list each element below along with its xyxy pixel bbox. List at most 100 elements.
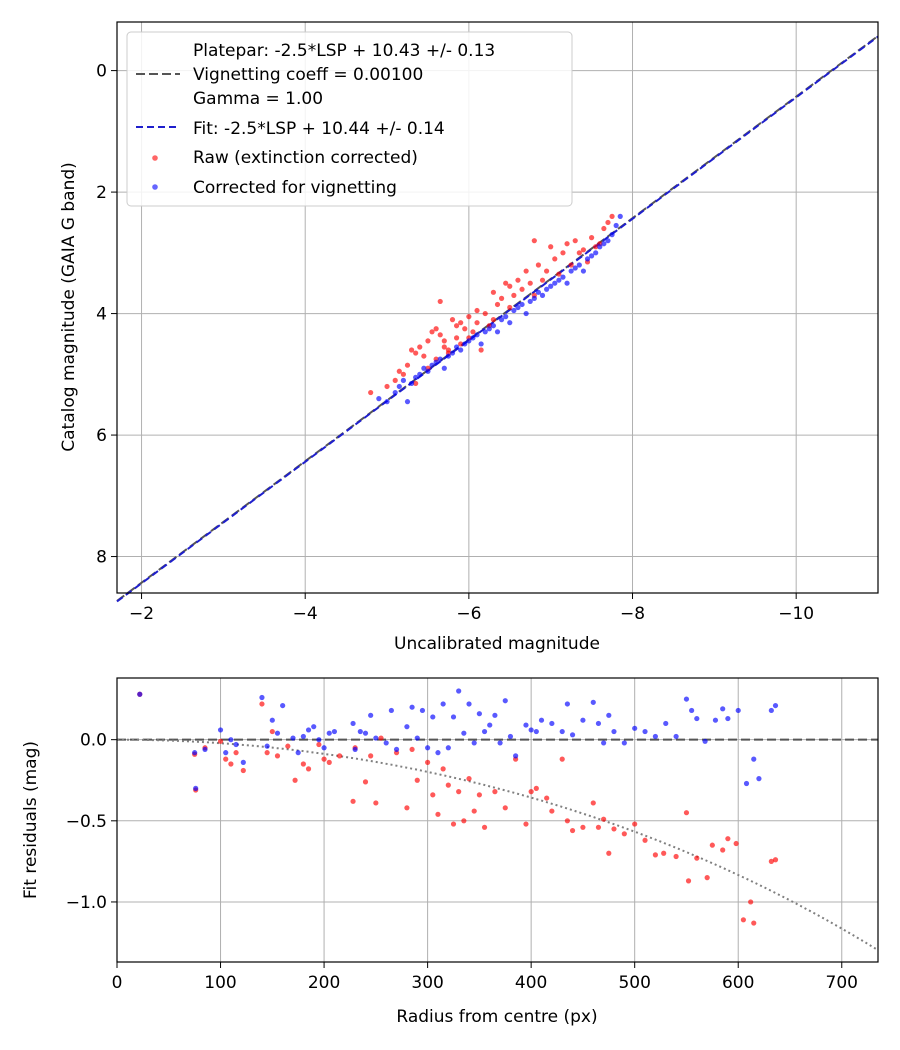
residuals-x-tick-label: 600 — [722, 973, 754, 993]
calibration-corrected-point — [458, 347, 464, 353]
residuals-corrected-point — [316, 737, 322, 743]
residuals-corrected-point — [481, 728, 488, 735]
calibration-raw-point — [564, 241, 570, 247]
residuals-corrected-point — [280, 702, 286, 709]
residuals-raw-point — [601, 816, 607, 822]
calibration-corrected-point — [503, 314, 509, 320]
calibration-corrected-point — [445, 353, 452, 359]
calibration-corrected-point — [396, 383, 402, 390]
fit-line — [116, 35, 879, 603]
calibration-corrected-point — [539, 292, 546, 298]
calibration-x-axis-label: Uncalibrated magnitude — [394, 634, 600, 654]
residuals-raw-point — [217, 738, 224, 744]
residuals-corrected-point — [487, 722, 493, 728]
calibration-corrected-point — [507, 320, 513, 326]
calibration-corrected-point — [552, 280, 558, 286]
calibration-corrected-point — [589, 253, 595, 259]
residuals-raw-point — [704, 875, 710, 881]
residuals-corrected-point — [388, 707, 394, 714]
residuals-corrected-point — [632, 725, 638, 731]
residuals-corrected-point — [430, 714, 436, 720]
calibration-corrected-point — [417, 371, 423, 377]
residuals-corrected-point — [450, 714, 457, 720]
legend-fit-label: Fit: -2.5*LSP + 10.44 +/- 0.14 — [193, 119, 445, 139]
calibration-corrected-point — [400, 377, 406, 383]
residuals-x-tick-label: 400 — [515, 973, 547, 993]
residuals-raw-point — [564, 818, 570, 824]
calibration-raw-point — [490, 289, 497, 295]
calibration-corrected-point — [605, 238, 611, 244]
calibration-points — [368, 213, 623, 405]
calibration-x-tick-label: −2 — [129, 604, 154, 624]
calibration-raw-point — [429, 329, 435, 335]
residuals-y-tick-label: −0.5 — [66, 812, 107, 832]
residuals-corrected-point — [233, 741, 239, 748]
residuals-raw-point — [768, 858, 774, 864]
calibration-corrected-point — [543, 286, 550, 292]
calibration-corrected-point — [413, 374, 419, 380]
residuals-corrected-point — [456, 688, 462, 694]
calibration-raw-point — [392, 377, 398, 383]
calibration-raw-point — [368, 389, 374, 396]
residuals-raw-point — [740, 917, 747, 923]
calibration-y-tick-label: 2 — [96, 183, 107, 203]
residuals-corrected-point — [202, 746, 208, 753]
residuals-corrected-point — [611, 728, 617, 735]
calibration-raw-point — [503, 280, 509, 286]
residuals-raw-point — [274, 753, 281, 759]
calibration-raw-point — [507, 283, 513, 289]
calibration-x-tick-label: −10 — [778, 604, 814, 624]
calibration-raw-point — [404, 362, 411, 368]
calibration-corrected-point — [523, 310, 529, 317]
residuals-corrected-point — [652, 733, 658, 740]
residuals-corrected-point — [368, 712, 374, 718]
residuals-corrected-point — [673, 733, 679, 740]
residuals-corrected-point — [694, 715, 700, 722]
calibration-corrected-point — [593, 250, 599, 256]
residuals-x-axis-label: Radius from centre (px) — [396, 1007, 597, 1027]
residuals-raw-point — [425, 759, 431, 765]
residuals-raw-point — [751, 920, 757, 926]
residuals-y-tick-label: 0.0 — [80, 731, 107, 751]
residuals-raw-point — [378, 735, 384, 741]
residuals-lines — [117, 738, 879, 951]
residuals-raw-point — [590, 800, 596, 806]
residuals-raw-point — [559, 756, 565, 762]
residuals-chart: 0 100 200 300 400 500 600 700 0.0 −0.5 −1.0 Radius… — [21, 677, 879, 1027]
residuals-raw-point — [748, 899, 754, 905]
calibration-y-tick-label: 4 — [96, 305, 107, 325]
residuals-corrected-point — [569, 732, 576, 738]
residuals-corrected-point — [564, 701, 570, 707]
residuals-corrected-point — [533, 728, 539, 735]
calibration-corrected-point — [511, 307, 517, 314]
residuals-corrected-point — [743, 780, 750, 787]
calibration-axes-frame — [116, 21, 879, 594]
residuals-corrected-point — [590, 699, 596, 705]
calibration-corrected-point — [478, 341, 484, 347]
residuals-corrected-point — [712, 717, 719, 723]
calibration-corrected-point — [609, 232, 615, 238]
residuals-raw-point — [326, 759, 332, 765]
calibration-raw-point — [449, 317, 456, 323]
calibration-raw-point — [593, 244, 599, 250]
residuals-corrected-point — [476, 711, 482, 717]
residuals-corrected-point — [217, 727, 224, 733]
calibration-x-tick-label: −6 — [456, 604, 481, 624]
calibration-raw-point — [474, 320, 480, 326]
calibration-raw-point — [523, 268, 529, 274]
residuals-corrected-point — [425, 745, 431, 751]
residuals-corrected-point — [720, 706, 726, 712]
calibration-y-tick-label: 8 — [96, 548, 107, 568]
calibration-raw-point — [556, 271, 562, 277]
residuals-raw-point — [725, 836, 731, 842]
residuals-corrected-point — [259, 694, 265, 701]
calibration-corrected-point — [408, 380, 415, 387]
calibration-raw-point — [470, 329, 476, 335]
calibration-corrected-point — [560, 274, 566, 280]
calibration-corrected-point — [613, 222, 619, 229]
residuals-raw-point — [694, 855, 700, 861]
calibration-corrected-point — [376, 396, 382, 402]
calibration-corrected-point — [486, 326, 492, 332]
calibration-corrected-point — [482, 329, 488, 335]
